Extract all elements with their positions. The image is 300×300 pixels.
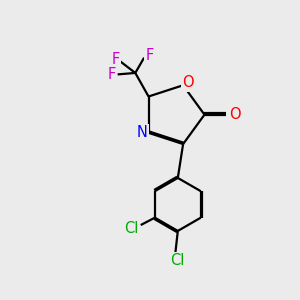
Text: O: O bbox=[182, 75, 193, 90]
Text: F: F bbox=[108, 67, 116, 82]
Text: F: F bbox=[111, 52, 119, 67]
Text: F: F bbox=[145, 48, 154, 63]
Text: O: O bbox=[229, 106, 240, 122]
Text: Cl: Cl bbox=[170, 253, 184, 268]
Text: Cl: Cl bbox=[124, 221, 139, 236]
Text: N: N bbox=[136, 125, 148, 140]
